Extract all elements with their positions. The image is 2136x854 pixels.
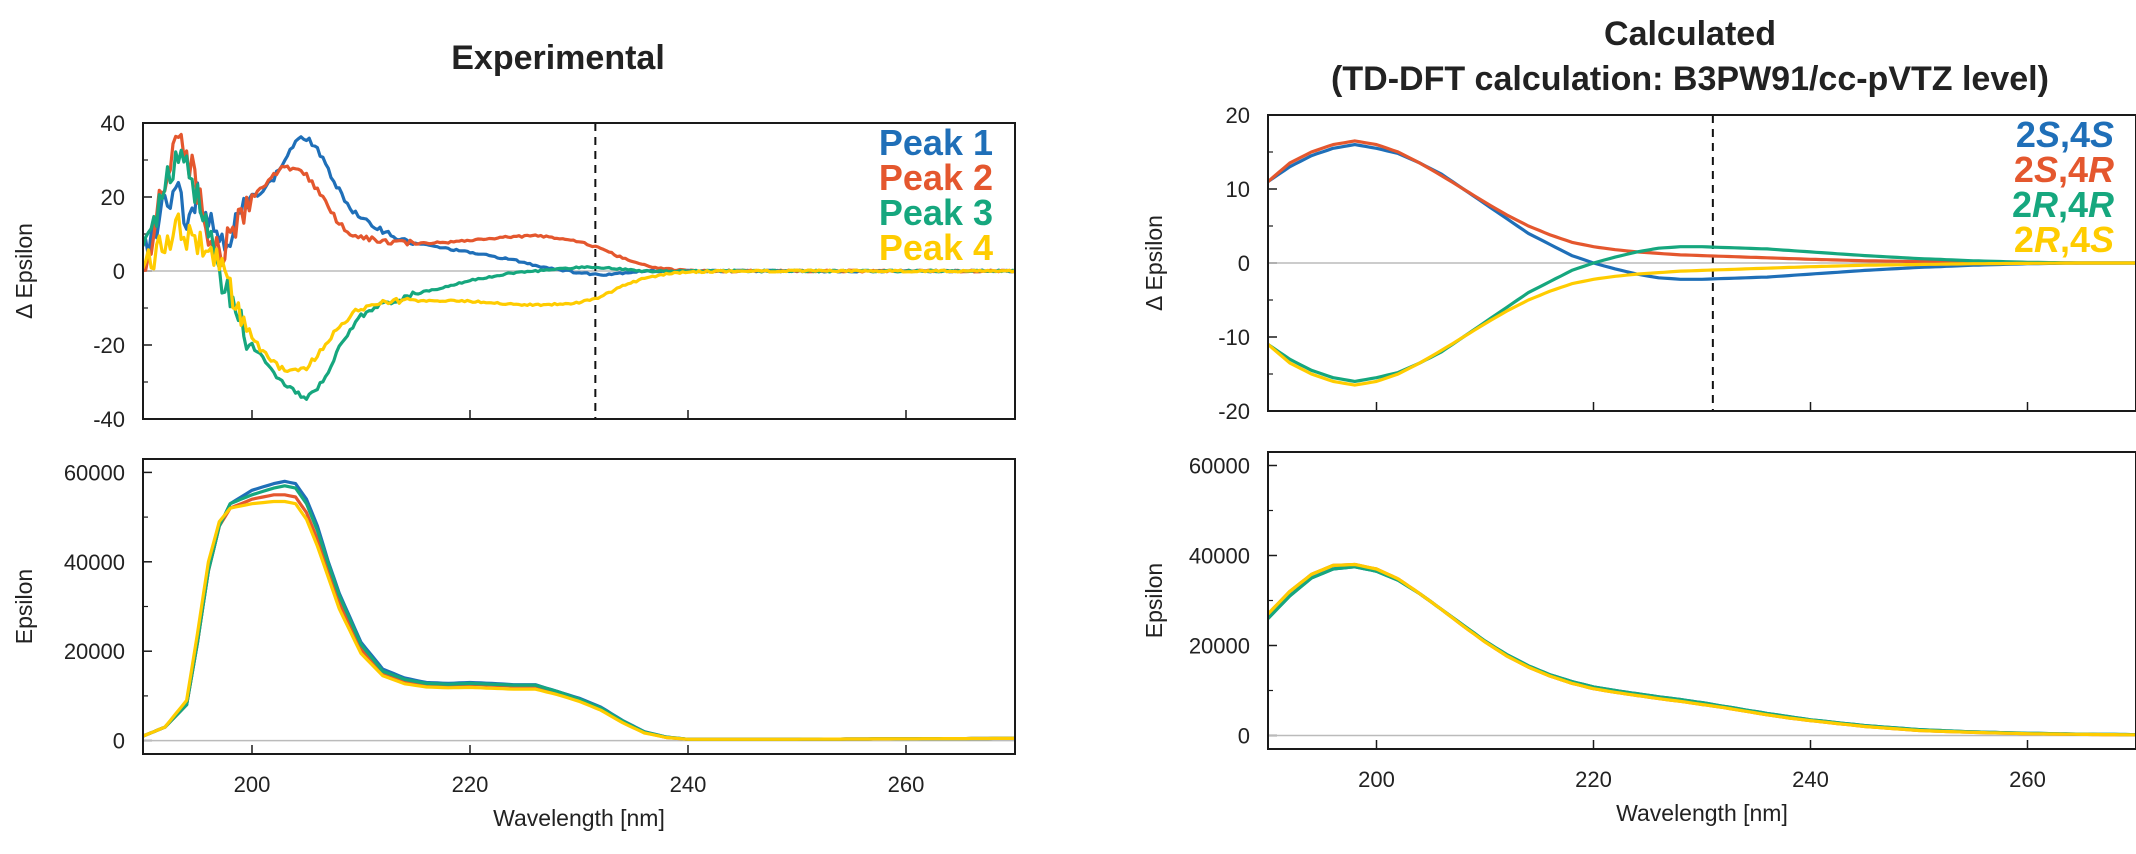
y-axis-label: Epsilon	[1141, 563, 1167, 638]
calculated-subtitle: (TD-DFT calculation: B3PW91/cc-pVTZ leve…	[1331, 60, 2049, 98]
y-tick-label: 60000	[1189, 454, 1250, 479]
x-tick-label: 200	[234, 772, 271, 797]
y-tick-label: 0	[1238, 251, 1250, 276]
legend-entry-part: S	[2034, 149, 2058, 190]
legend-entry: 2R,4R	[2012, 184, 2114, 225]
y-axis-label: Δ Epsilon	[1141, 215, 1167, 311]
series-line-green	[1268, 565, 2136, 737]
y-tick-label: 0	[113, 729, 125, 754]
series-line-2s-4s	[1268, 143, 2136, 281]
plot-frame	[1267, 451, 2136, 750]
y-axis-label: Δ Epsilon	[11, 223, 37, 319]
legend-entry: Peak 4	[879, 227, 993, 268]
plot-frame	[142, 458, 1016, 755]
y-tick-label: 20	[1226, 103, 1250, 128]
y-tick-label: 10	[1226, 177, 1250, 202]
legend-entry-part: R	[2032, 184, 2058, 225]
legend-entry: Peak 3	[879, 192, 993, 233]
legend-entry: 2S,4R	[2014, 149, 2114, 190]
legend-entry-part: R	[2088, 149, 2114, 190]
x-tick-label: 240	[1792, 767, 1829, 792]
legend-entry-part: R	[2034, 219, 2060, 260]
y-tick-label: -20	[93, 333, 125, 358]
series-line-2r-4r	[1268, 245, 2136, 383]
legend-entry: 2S,4S	[2016, 114, 2114, 155]
x-tick-label: 200	[1358, 767, 1395, 792]
legend-entry-part: R	[2088, 184, 2114, 225]
legend-entry-part: 2	[2016, 114, 2036, 155]
legend-entry: 2R,4S	[2014, 219, 2114, 260]
legend-entry-part: S	[2036, 114, 2060, 155]
series-line-2r-4s	[1268, 261, 2136, 387]
legend-entry-part: ,4	[2060, 114, 2090, 155]
legend-entry: Peak 2	[879, 157, 993, 198]
y-tick-label: 40000	[64, 550, 125, 575]
y-tick-label: -20	[1218, 399, 1250, 424]
series-line-yellow	[143, 499, 1015, 741]
y-tick-label: 0	[1238, 724, 1250, 749]
series-line-blue	[1268, 565, 2136, 737]
x-tick-label: 240	[670, 772, 707, 797]
experimental-title: Experimental	[451, 39, 665, 77]
legend-entry-part: 2	[2012, 184, 2032, 225]
x-tick-label: 260	[888, 772, 925, 797]
y-tick-label: 20	[101, 185, 125, 210]
calculated-uv-panel: 0 20000 40000 60000 200 220 240 260 Epsilon Wavel…	[1141, 451, 2136, 826]
x-tick-label: 260	[2009, 767, 2046, 792]
legend-entry-part: 2	[2014, 149, 2034, 190]
series-line-yellow	[1268, 562, 2136, 737]
legend-entry-part: S	[2090, 219, 2114, 260]
series-line-orange	[1268, 562, 2136, 737]
plot-frame	[1267, 114, 2136, 412]
legend-entry-part: ,4	[2060, 219, 2090, 260]
y-tick-label: -10	[1218, 325, 1250, 350]
x-tick-label: 220	[452, 772, 489, 797]
legend-entry-part: S	[2090, 114, 2114, 155]
y-tick-label: 60000	[64, 460, 125, 485]
series-line-peak-4	[143, 212, 1015, 373]
experimental-uv-panel: 0 20000 40000 60000 200 220 240 260 Epsilon Wavel…	[11, 458, 1016, 831]
x-axis-label: Wavelength [nm]	[493, 805, 665, 831]
y-tick-label: 40	[101, 111, 125, 136]
x-axis-label: Wavelength [nm]	[1616, 800, 1788, 826]
x-tick-label: 220	[1575, 767, 1612, 792]
calculated-title: Calculated	[1604, 15, 1776, 53]
y-tick-label: -40	[93, 407, 125, 432]
plot-frame	[142, 122, 1016, 420]
legend-entry-part: ,4	[2058, 149, 2088, 190]
y-tick-label: 0	[113, 259, 125, 284]
legend-entry: Peak 1	[879, 122, 993, 163]
y-tick-label: 20000	[1189, 634, 1250, 659]
y-axis-label: Epsilon	[11, 569, 37, 644]
legend-entry-part: 2	[2014, 219, 2034, 260]
y-tick-label: 40000	[1189, 544, 1250, 569]
y-tick-label: 20000	[64, 639, 125, 664]
series-line-2s-4r	[1268, 139, 2136, 265]
legend-entry-part: ,4	[2058, 184, 2088, 225]
